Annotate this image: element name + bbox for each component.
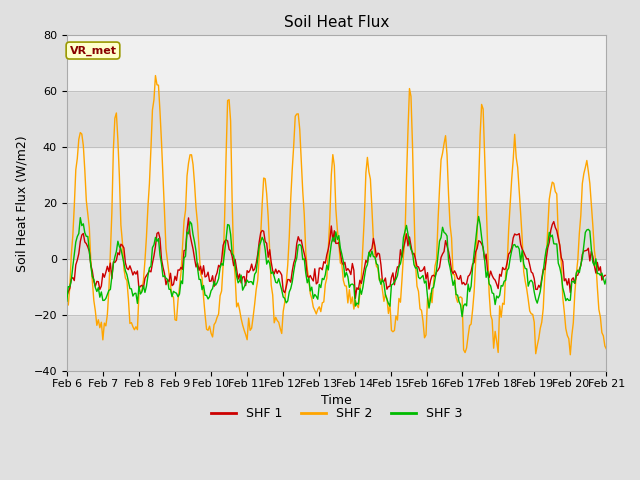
Bar — [67, 203, 606, 259]
SHF 1 — [129, 272, 137, 278]
SHF 1 — [575, 266, 583, 272]
Bar — [67, 91, 606, 147]
SHF 3 — [242, 281, 250, 287]
SHF 2 — [252, 287, 260, 293]
Line: SHF 1: SHF 1 — [67, 218, 606, 299]
SHF 1 — [243, 268, 251, 274]
SHF 1 — [252, 261, 260, 266]
SHF 1 — [63, 293, 70, 299]
SHF 2 — [63, 299, 70, 305]
SHF 3 — [251, 271, 259, 277]
SHF 3 — [299, 257, 307, 263]
SHF 1 — [300, 251, 308, 256]
SHF 2 — [152, 72, 159, 78]
Legend: SHF 1, SHF 2, SHF 3: SHF 1, SHF 2, SHF 3 — [206, 402, 467, 425]
Bar — [67, 259, 606, 315]
SHF 1 — [602, 273, 610, 278]
SHF 2 — [575, 231, 583, 237]
SHF 2 — [566, 352, 574, 358]
SHF 3 — [129, 293, 137, 299]
SHF 1 — [225, 246, 233, 252]
SHF 3 — [458, 314, 466, 320]
SHF 3 — [224, 222, 232, 228]
Y-axis label: Soil Heat Flux (W/m2): Soil Heat Flux (W/m2) — [15, 135, 28, 272]
SHF 3 — [475, 214, 483, 219]
Bar — [67, 147, 606, 203]
SHF 1 — [185, 215, 193, 221]
Title: Soil Heat Flux: Soil Heat Flux — [284, 15, 389, 30]
SHF 2 — [129, 324, 137, 330]
Line: SHF 2: SHF 2 — [67, 75, 606, 355]
SHF 2 — [602, 346, 610, 352]
Bar — [67, 36, 606, 91]
SHF 2 — [225, 97, 233, 103]
SHF 3 — [63, 298, 70, 304]
SHF 3 — [575, 270, 583, 276]
SHF 3 — [602, 275, 610, 281]
SHF 1 — [351, 296, 359, 301]
X-axis label: Time: Time — [321, 394, 352, 408]
SHF 2 — [300, 212, 308, 217]
SHF 2 — [243, 337, 251, 343]
Line: SHF 3: SHF 3 — [67, 216, 606, 317]
Text: VR_met: VR_met — [70, 46, 116, 56]
Bar — [67, 315, 606, 371]
